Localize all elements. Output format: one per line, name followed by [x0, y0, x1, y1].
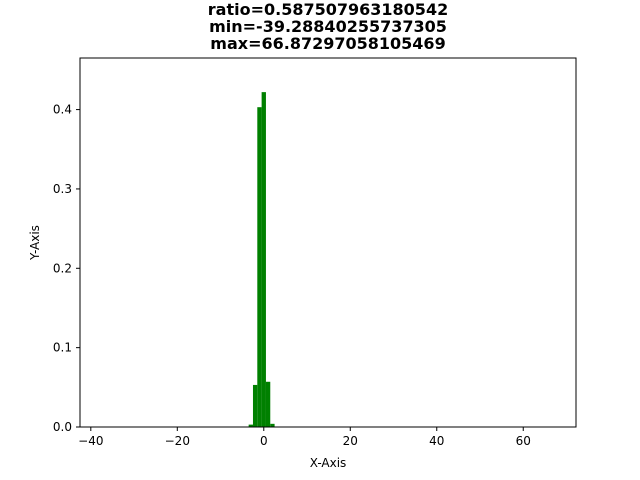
histogram-bar-5	[270, 423, 275, 427]
histogram-bar-2	[257, 107, 262, 427]
histogram-bar-4	[265, 381, 271, 427]
histogram-bar-3	[261, 92, 266, 427]
x-tick-label: 40	[429, 434, 444, 448]
y-tick-label: 0.1	[53, 341, 72, 355]
histogram-bar-1	[252, 384, 258, 427]
chart-title-line-1: ratio=0.587507963180542	[208, 0, 448, 19]
x-tick-label: 0	[260, 434, 268, 448]
histogram-bar-0	[248, 424, 253, 427]
x-axis-ticks: −40 −20 0 20 40 60	[78, 427, 531, 448]
y-tick-label: 0.4	[53, 103, 72, 117]
x-axis-label: X-Axis	[310, 456, 347, 470]
y-axis-label: Y-Axis	[28, 225, 42, 261]
plot-frame	[79, 57, 577, 428]
x-tick-label: −40	[78, 434, 103, 448]
chart-title-line-2: min=-39.28840255737305	[209, 17, 447, 36]
y-axis-ticks: 0.0 0.1 0.2 0.3 0.4	[53, 103, 80, 434]
y-tick-label: 0.3	[53, 182, 72, 196]
y-tick-label: 0.0	[53, 420, 72, 434]
histogram-bars	[248, 92, 275, 427]
chart-title-line-3: max=66.87297058105469	[210, 34, 445, 53]
x-tick-label: 60	[516, 434, 531, 448]
x-tick-label: 20	[343, 434, 358, 448]
x-tick-label: −20	[165, 434, 190, 448]
y-tick-label: 0.2	[53, 261, 72, 275]
plot-area	[80, 58, 576, 427]
